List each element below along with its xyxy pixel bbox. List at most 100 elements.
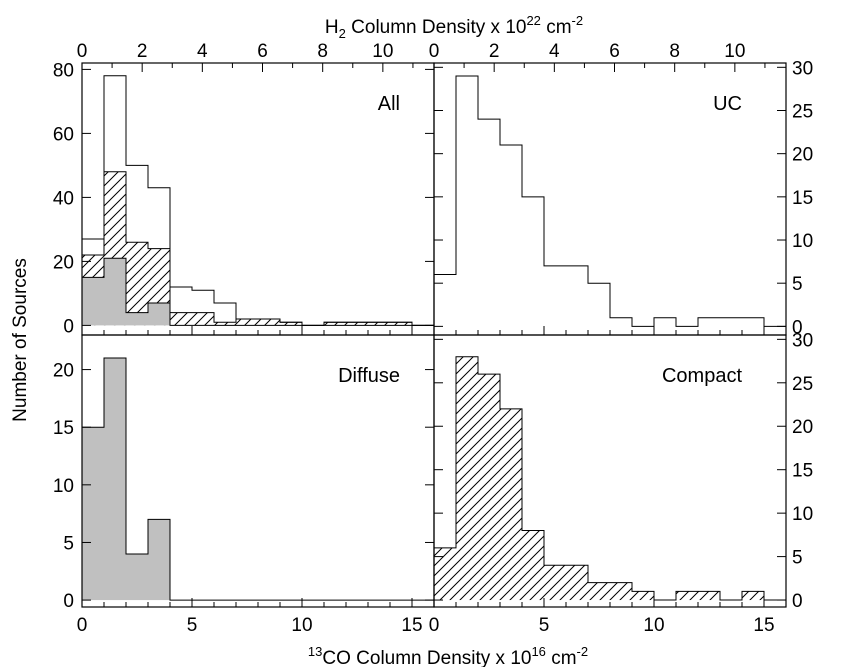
panel-compact: 0 5 10 15 20 25 30 0 5 10 15 Compact (429, 330, 813, 636)
bar-all-s1-b12 (346, 322, 368, 326)
bar-compact-s0-b0 (434, 547, 456, 601)
bar-all-s1-b8 (258, 319, 280, 326)
x-tick-label: 15 (753, 615, 774, 636)
y-tick-label: 15 (792, 461, 813, 482)
y-tick-label: 40 (53, 188, 74, 209)
y-tick-label: 0 (63, 591, 74, 612)
y-tick-label: 20 (53, 252, 74, 273)
bar-diffuse-s0-b2 (126, 553, 148, 601)
bar-all-s1-b7 (236, 319, 258, 326)
y-tick-label: 10 (792, 504, 813, 525)
bar-uc-s0-b7 (588, 283, 610, 326)
y-tick-label: 60 (53, 124, 74, 145)
x-tick-label: 0 (77, 615, 88, 636)
bar-diffuse-s0-b3 (148, 519, 170, 601)
y-tick-label: 0 (792, 317, 803, 338)
top-tick-label: 6 (257, 41, 268, 62)
top-tick-label: 2 (137, 41, 148, 62)
y-tick-label: 5 (63, 533, 74, 554)
x-tick-label: 15 (401, 615, 422, 636)
bar-uc-s0-b14 (742, 318, 764, 327)
top-tick-label: 10 (724, 41, 745, 62)
bar-all-s1-b14 (390, 322, 412, 326)
bar-compact-s0-b12 (698, 591, 720, 601)
bar-all-s2-b1 (104, 258, 126, 326)
bar-uc-s0-b4 (522, 197, 544, 327)
y-tick-label: 15 (53, 418, 74, 439)
bar-uc-s0-b0 (434, 275, 456, 327)
y-tick-label: 0 (63, 316, 74, 337)
y-tick-label: 0 (792, 591, 803, 612)
bar-uc-s0-b1 (456, 76, 478, 326)
y-axis-title: Number of Sources (10, 258, 31, 422)
top-tick-label: 8 (669, 41, 680, 62)
y-tick-label: 25 (792, 101, 813, 122)
bar-all-s1-b9 (280, 322, 302, 326)
bar-diffuse-s0-b0 (82, 427, 104, 601)
bar-all-s1-b6 (214, 322, 236, 326)
bar-compact-s0-b6 (566, 565, 588, 601)
top-tick-label: 0 (429, 41, 440, 62)
y-tick-label: 20 (792, 417, 813, 438)
top-tick-label: 10 (372, 41, 393, 62)
x-tick-label: 5 (187, 615, 198, 636)
panel-uc: 0 5 10 15 20 25 30 0 2 4 6 8 10 UC (429, 41, 813, 338)
bar-all-s1-b4 (170, 312, 192, 326)
bar-compact-s0-b14 (742, 591, 764, 601)
panel-diffuse: 0 5 10 15 20 0 5 10 15 Diffuse (53, 334, 435, 636)
bar-all-s1-b5 (192, 312, 214, 326)
bar-compact-s0-b3 (500, 408, 522, 601)
bottom-axis-title: 13CO Column Density x 1016 cm-2 (308, 644, 588, 667)
bar-compact-s0-b4 (522, 530, 544, 601)
panel-label: All (378, 93, 400, 115)
y-tick-label: 20 (53, 361, 74, 382)
top-tick-label: 2 (489, 41, 500, 62)
panel-label: Compact (662, 365, 742, 387)
y-tick-label: 30 (792, 58, 813, 79)
x-tick-label: 0 (429, 615, 440, 636)
bar-compact-s0-b9 (632, 591, 654, 601)
y-tick-label: 5 (792, 274, 803, 295)
y-tick-label: 10 (792, 231, 813, 252)
y-tick-label: 15 (792, 188, 813, 209)
panel-label: Diffuse (338, 365, 400, 387)
bar-uc-s0-b8 (610, 318, 632, 327)
outline-all-s2 (81, 257, 434, 326)
outline-compact-s0 (433, 356, 786, 601)
y-tick-label: 5 (792, 548, 803, 569)
x-tick-label: 10 (291, 615, 312, 636)
bar-all-s1-b11 (324, 322, 346, 326)
bar-all-s1-b2 (126, 242, 148, 326)
bar-compact-s0-b1 (456, 356, 478, 601)
bar-uc-s0-b5 (544, 266, 566, 326)
bar-all-s2-b3 (148, 303, 170, 326)
top-tick-label: 0 (77, 41, 88, 62)
bar-uc-s0-b10 (654, 318, 676, 327)
panel-label: UC (713, 93, 742, 115)
bar-all-s2-b2 (126, 312, 148, 326)
bar-uc-s0-b2 (478, 119, 500, 326)
x-tick-label: 5 (539, 615, 550, 636)
top-tick-label: 4 (549, 41, 560, 62)
y-tick-label: 80 (53, 60, 74, 81)
bar-compact-s0-b2 (478, 374, 500, 601)
bar-uc-s0-b3 (500, 145, 522, 326)
bar-compact-s0-b7 (588, 582, 610, 601)
top-tick-label: 6 (609, 41, 620, 62)
bar-diffuse-s0-b1 (104, 358, 126, 601)
bar-compact-s0-b11 (676, 591, 698, 601)
y-tick-label: 10 (53, 476, 74, 497)
outline-all-s1 (81, 171, 434, 326)
bar-all-s2-b0 (82, 277, 104, 326)
y-tick-label: 30 (792, 330, 813, 351)
y-tick-label: 20 (792, 145, 813, 166)
top-axis-title: H2 Column Density x 1022 cm-2 (325, 13, 583, 41)
bar-all-s1-b13 (368, 322, 390, 326)
bar-uc-s0-b13 (720, 318, 742, 327)
outline-diffuse-s0 (81, 357, 434, 601)
bar-compact-s0-b8 (610, 582, 632, 601)
outline-uc-s0 (433, 75, 786, 327)
bar-compact-s0-b5 (544, 565, 566, 601)
